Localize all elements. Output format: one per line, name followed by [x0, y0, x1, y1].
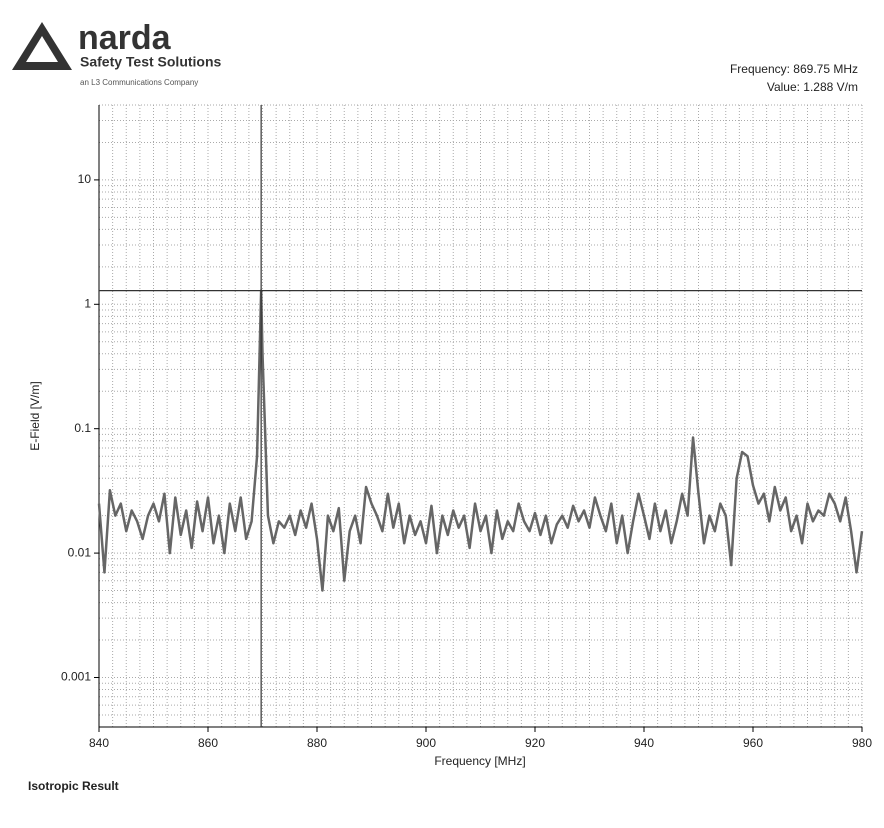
y-tick-label: 10 [78, 172, 92, 186]
x-tick-label: 860 [198, 736, 218, 750]
x-tick-label: 880 [307, 736, 327, 750]
x-tick-label: 980 [852, 736, 872, 750]
y-tick-label: 0.01 [68, 545, 92, 559]
logo-brand: narda [78, 19, 172, 57]
x-tick-label: 920 [525, 736, 545, 750]
x-tick-label: 900 [416, 736, 436, 750]
logo-tagline: Safety Test Solutions [80, 54, 222, 70]
cursor-frequency: Frequency: 869.75 MHz [730, 62, 858, 76]
y-tick-label: 0.1 [74, 421, 91, 435]
x-tick-label: 840 [89, 736, 109, 750]
y-tick-label: 1 [84, 296, 91, 310]
y-tick-label: 0.001 [61, 670, 91, 684]
x-tick-label: 940 [634, 736, 654, 750]
logo-triangle-inner [26, 36, 58, 62]
y-axis-label: E-Field [V/m] [28, 381, 42, 450]
footer: Isotropic Result [28, 779, 119, 793]
x-tick-label: 960 [743, 736, 763, 750]
logo-company: an L3 Communications Company [80, 78, 198, 87]
x-axis-label: Frequency [MHz] [434, 754, 525, 768]
cursor-value: Value: 1.288 V/m [767, 80, 858, 94]
logo: narda Safety Test Solutions an L3 Commun… [12, 19, 222, 87]
data-line [97, 289, 864, 592]
